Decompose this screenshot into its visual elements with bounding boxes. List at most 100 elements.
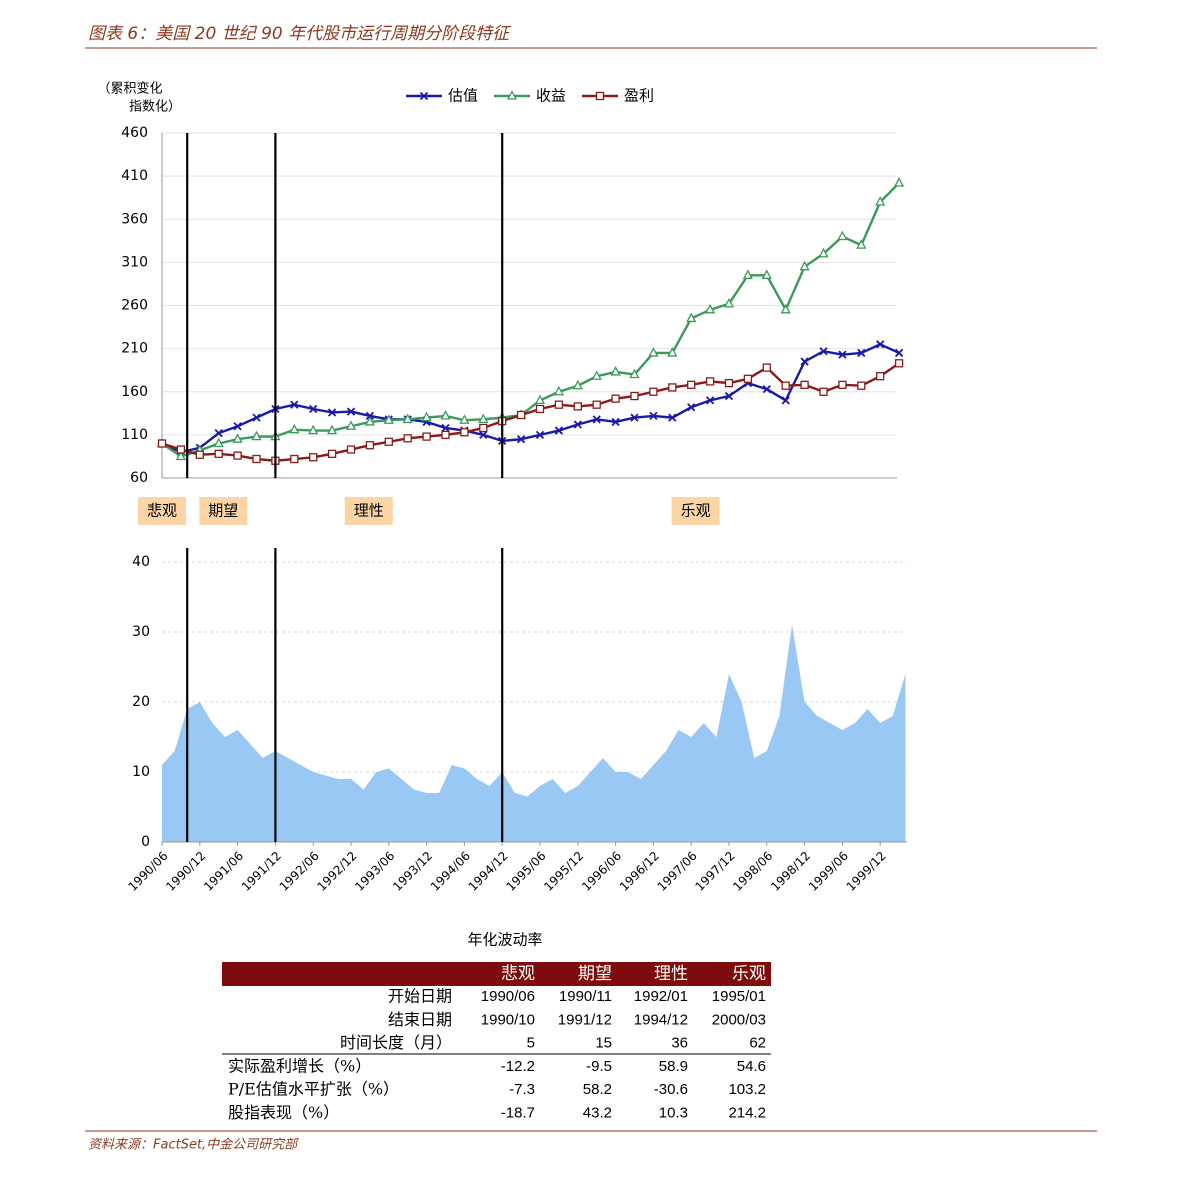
y-tick-label: 10 [132, 764, 150, 780]
marker [705, 303, 716, 314]
cell: 214.2 [728, 1104, 766, 1121]
marker [743, 374, 753, 383]
marker [705, 377, 715, 386]
marker [506, 90, 518, 100]
y-tick-label: 60 [130, 470, 148, 486]
x-tick-label: 1993/06 [352, 849, 397, 894]
marker [857, 381, 866, 390]
marker [345, 420, 357, 430]
row-label: 开始日期 [388, 987, 452, 1006]
page-title: 图表 6：美国 20 世纪 90 年代股市运行周期分阶段特征 [88, 24, 512, 44]
cell: 103.2 [728, 1081, 766, 1098]
marker [610, 366, 621, 376]
x-tick-label: 1999/12 [844, 849, 889, 894]
marker [441, 430, 450, 440]
y-tick-label: 310 [121, 254, 148, 270]
row-label: 时间长度（月） [340, 1033, 452, 1052]
cell: 1990/10 [481, 1011, 535, 1028]
cell: 62 [749, 1035, 766, 1052]
column-header: 期望 [578, 964, 612, 984]
cell: 1992/01 [634, 988, 688, 1005]
marker [838, 380, 847, 390]
x-tick-label: 1994/12 [466, 849, 511, 894]
phase-box [199, 497, 248, 525]
marker [403, 434, 412, 443]
marker [327, 424, 338, 435]
marker [516, 410, 526, 420]
marker [591, 370, 602, 380]
volatility-area [162, 625, 906, 842]
marker [838, 350, 847, 359]
cell: 58.9 [659, 1058, 688, 1075]
marker [308, 424, 319, 435]
x-tick-label: 1998/12 [768, 849, 813, 894]
marker [723, 297, 735, 308]
cell: 1995/01 [712, 988, 766, 1005]
marker [595, 91, 605, 101]
cell: 15 [595, 1035, 612, 1052]
y-tick-label: 460 [121, 125, 148, 141]
x-tick-label: 1992/12 [314, 849, 359, 894]
marker [780, 303, 791, 314]
phase-label: 期望 [208, 502, 238, 520]
marker [799, 260, 810, 271]
marker [668, 383, 677, 392]
marker [856, 239, 867, 249]
y-tick-label: 260 [121, 298, 148, 314]
marker [421, 411, 432, 422]
marker [573, 420, 582, 429]
marker [649, 411, 658, 421]
marker [478, 413, 489, 423]
x-tick-label: 1997/12 [692, 849, 737, 894]
phase-label: 悲观 [147, 502, 177, 520]
marker [251, 430, 262, 441]
y-tick-label: 360 [121, 211, 148, 227]
y-tick-label: 30 [132, 624, 150, 640]
row-label: 股指表现（%） [228, 1103, 339, 1122]
y-axis-label: （累积变化 [97, 81, 162, 97]
column-header: 理性 [654, 964, 688, 984]
marker [214, 449, 223, 459]
marker [876, 340, 885, 349]
marker [667, 347, 678, 357]
row-label: P/E估值水平扩张（%） [228, 1080, 399, 1099]
marker [460, 428, 469, 437]
column-header: 乐观 [732, 964, 766, 984]
marker [762, 385, 771, 394]
marker [687, 403, 696, 412]
y-tick-label: 20 [132, 694, 150, 710]
marker [611, 394, 620, 403]
marker [573, 402, 582, 411]
y-tick-label: 210 [121, 341, 148, 357]
marker [705, 396, 715, 405]
marker [724, 378, 734, 388]
marker [232, 433, 243, 443]
phase-box [671, 497, 720, 525]
cell: -12.2 [501, 1058, 535, 1075]
marker [535, 430, 545, 440]
marker [365, 441, 375, 450]
marker [668, 413, 677, 422]
marker [630, 413, 639, 422]
marker [157, 439, 167, 448]
x-tick-label: 1996/12 [617, 849, 662, 894]
cell: 58.2 [583, 1081, 612, 1098]
marker [800, 357, 809, 366]
marker [419, 91, 429, 101]
marker [479, 423, 488, 433]
phase-label: 乐观 [681, 502, 711, 520]
x-tick-label: 1993/12 [390, 849, 435, 894]
marker [819, 347, 828, 356]
marker [819, 387, 828, 396]
cell: 54.6 [737, 1058, 766, 1075]
marker [781, 396, 790, 405]
y-tick-label: 40 [132, 554, 150, 570]
cell: 36 [671, 1035, 688, 1052]
row-label: 实际盈利增长（%） [228, 1056, 371, 1075]
marker [857, 348, 866, 358]
marker [894, 177, 905, 187]
x-tick-label: 1997/06 [655, 849, 700, 894]
series-line [161, 342, 900, 454]
marker [213, 437, 224, 448]
y-tick-label: 410 [121, 168, 148, 184]
